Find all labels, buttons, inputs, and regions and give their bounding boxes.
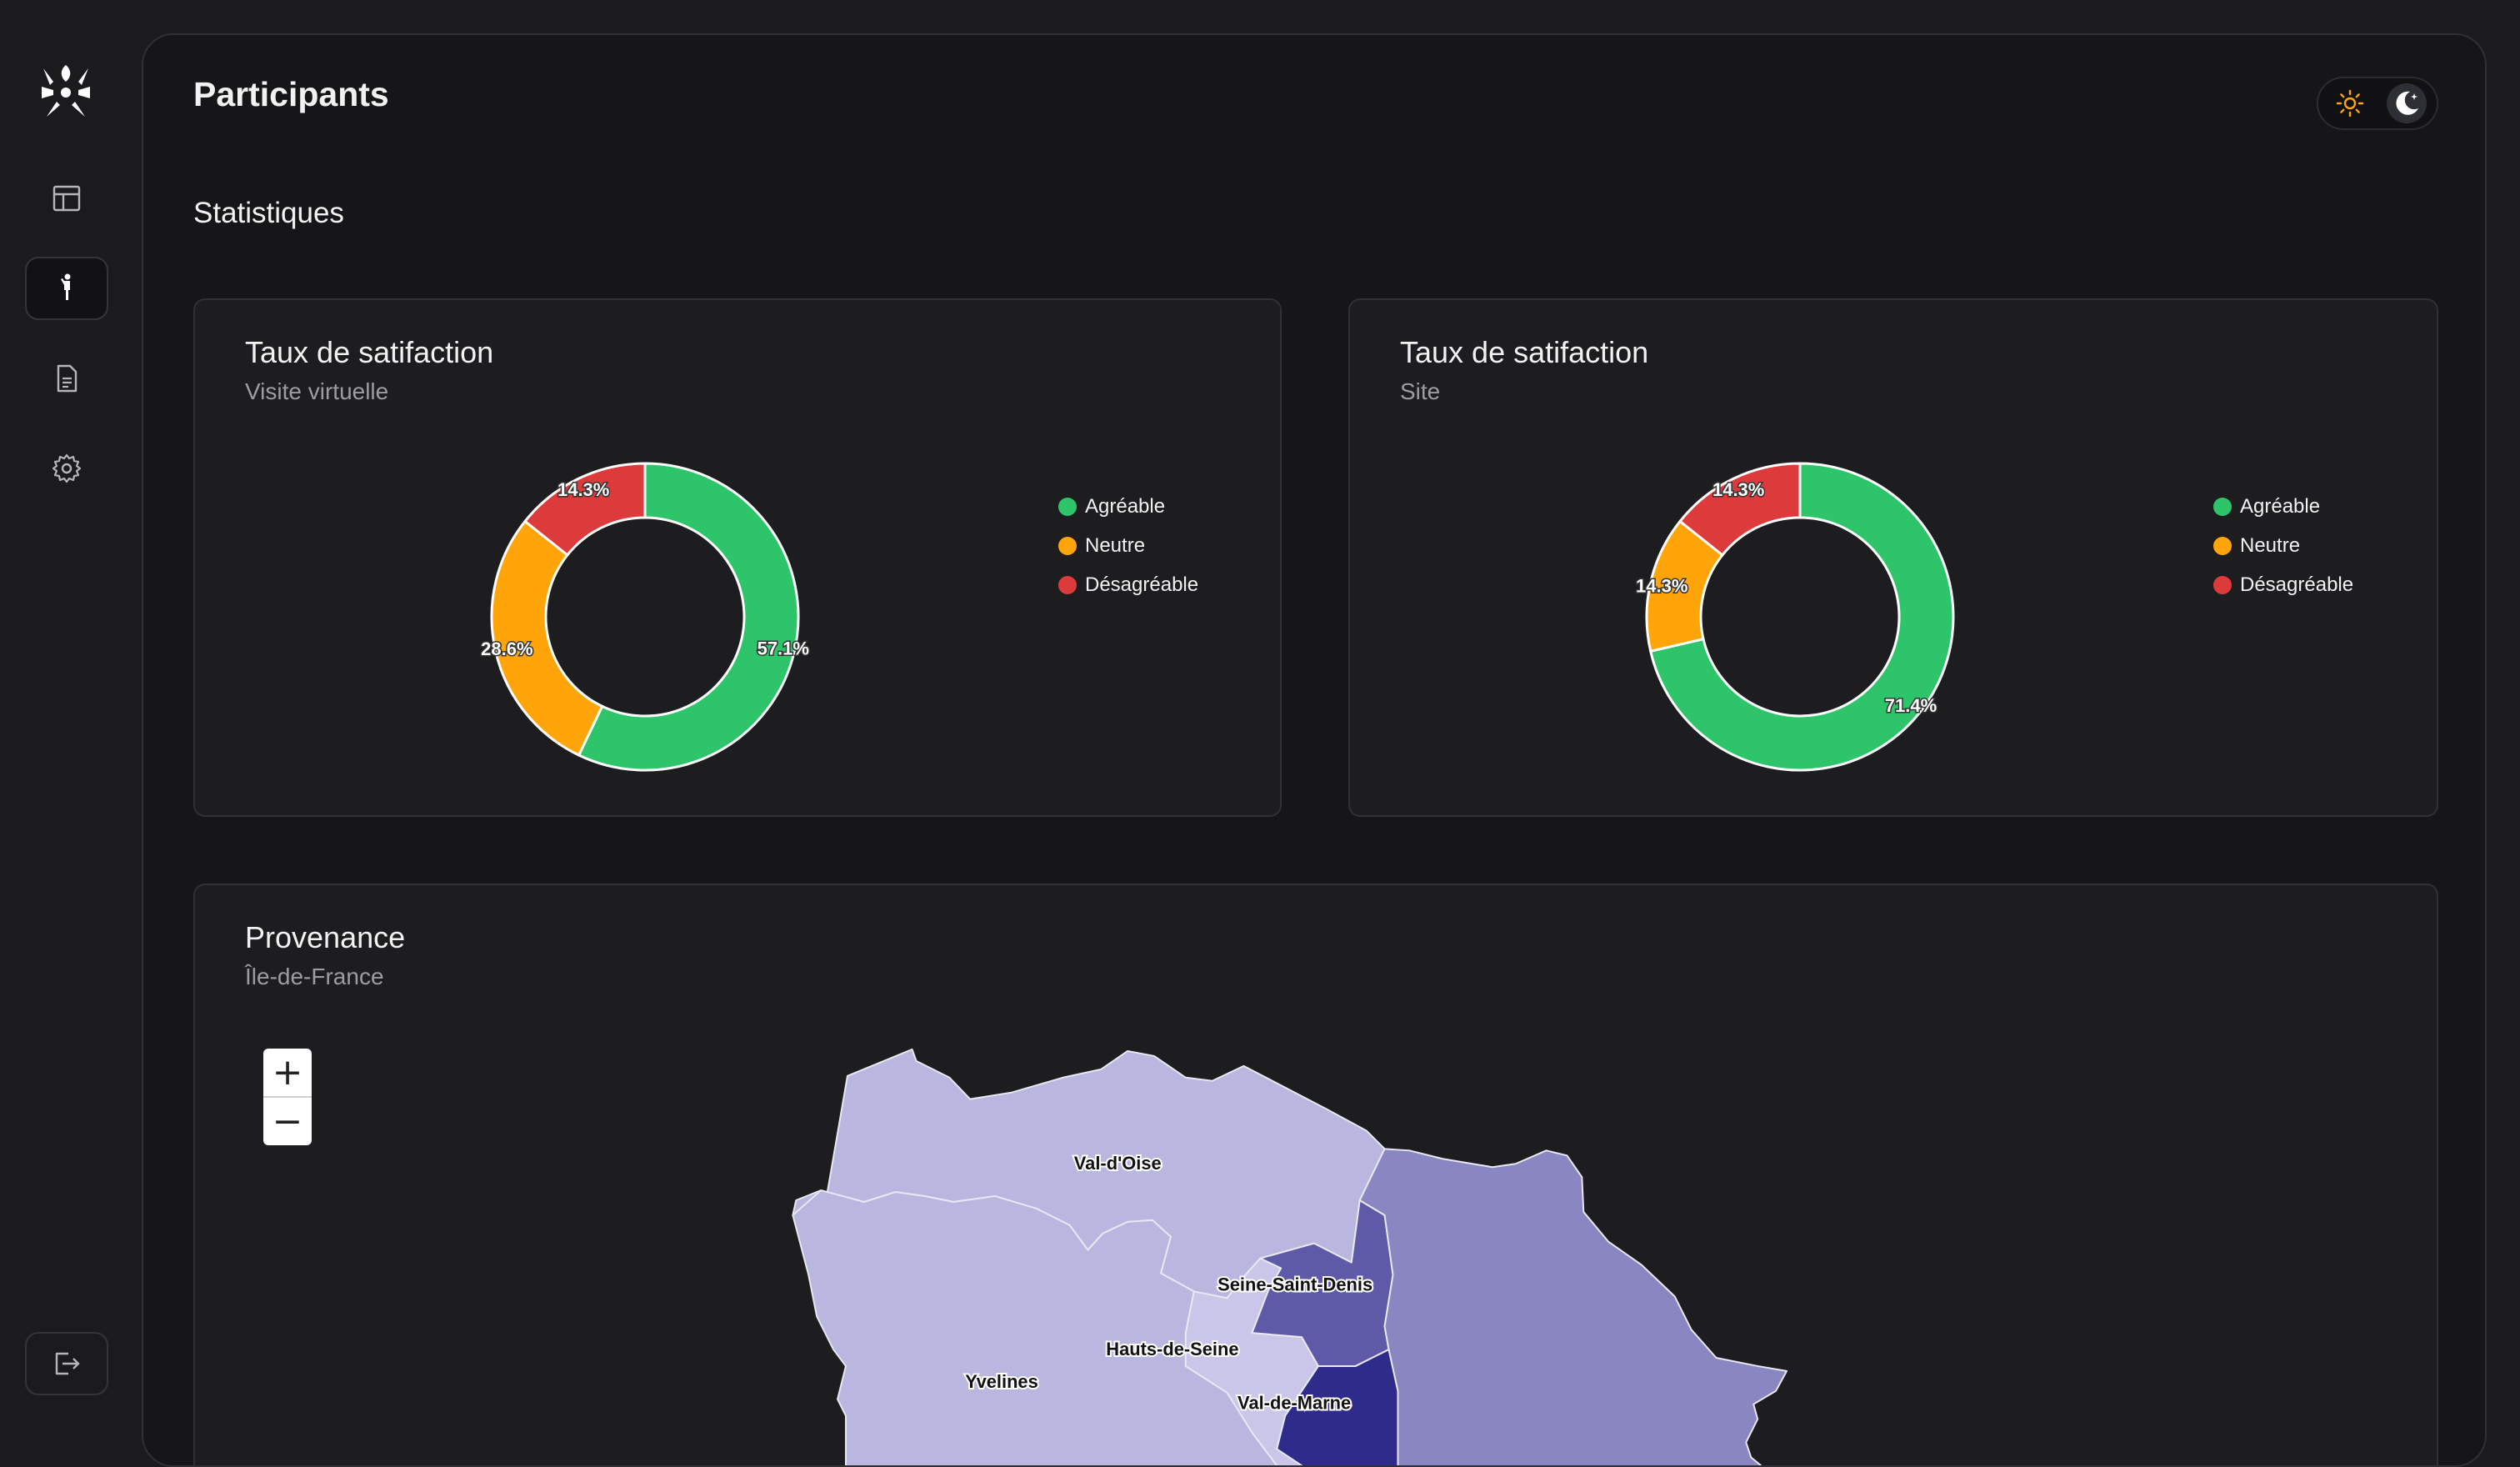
legend-item-agreable[interactable]: Agréable <box>2213 487 2353 526</box>
ile-de-france-map[interactable]: Val-d'Oise Seine-Saint-Denis Hauts-de-Se… <box>195 885 2437 1467</box>
legend-label: Neutre <box>1085 533 1146 557</box>
card-title: Taux de satifaction <box>245 335 494 369</box>
slice-percent-label: 28.6% <box>481 638 532 659</box>
card-subtitle: Site <box>1400 378 1441 404</box>
sidebar <box>0 0 142 1430</box>
legend-dot <box>2213 536 2232 555</box>
main-panel: Participants Statistiques Taux de satifa… <box>142 33 2487 1467</box>
donut-slice-agreable[interactable] <box>1648 462 1955 772</box>
card-title: Taux de satifaction <box>1400 335 1649 369</box>
donut-slice-agreable[interactable] <box>577 462 800 772</box>
legend-label: Agréable <box>1085 494 1166 518</box>
card-subtitle: Île-de-France <box>245 964 384 989</box>
zoom-in-button[interactable]: + <box>263 1049 312 1098</box>
slice-percent-label: 14.3% <box>558 479 609 500</box>
sidebar-item-participants[interactable] <box>25 257 108 320</box>
donut-slice-desagreable[interactable] <box>1678 462 1802 557</box>
slice-percent-label: 14.3% <box>1636 575 1688 596</box>
legend-label: Désagréable <box>1085 573 1199 596</box>
satisfaction-card-site: Taux de satifaction Site 71.4% 14.3% 14.3%… <box>1348 298 2438 817</box>
layout-icon <box>52 185 81 212</box>
legend-dot <box>2213 497 2232 516</box>
region-label: Hauts-de-Seine <box>1106 1339 1238 1359</box>
page-title: Participants <box>193 75 389 113</box>
document-icon <box>57 364 78 393</box>
legend-item-desagreable[interactable]: Désagréable <box>2213 565 2353 604</box>
gear-icon <box>52 453 82 483</box>
zoom-out-button[interactable]: − <box>272 1099 303 1143</box>
person-icon <box>61 273 71 300</box>
card-title: Provenance <box>245 920 406 954</box>
card-subtitle: Visite virtuelle <box>245 378 389 404</box>
sidebar-item-settings[interactable] <box>25 437 108 500</box>
logout-button[interactable] <box>25 1332 108 1395</box>
section-title: Statistiques <box>193 197 344 229</box>
map-zoom-control: + − <box>263 1049 312 1145</box>
legend-item-agreable[interactable]: Agréable <box>1058 487 1198 526</box>
slice-percent-label: 71.4% <box>1885 695 1937 716</box>
legend-dot <box>1058 575 1077 594</box>
satisfaction-card-virtual: Taux de satifaction Visite virtuelle 57.… <box>193 298 1282 817</box>
light-theme-button[interactable] <box>2330 83 2370 123</box>
legend-label: Agréable <box>2240 494 2321 518</box>
slice-percent-label: 57.1% <box>758 638 809 659</box>
theme-toggle[interactable] <box>2317 77 2438 130</box>
logo-icon <box>42 65 90 117</box>
legend-dot <box>2213 575 2232 594</box>
chart-legend: Agréable Neutre Désagréable <box>2213 487 2353 604</box>
legend-label: Désagréable <box>2240 573 2354 596</box>
region-label: Seine-Saint-Denis <box>1218 1274 1372 1294</box>
moon-icon <box>2396 91 2418 115</box>
legend-item-neutre[interactable]: Neutre <box>2213 526 2353 565</box>
dark-theme-button[interactable] <box>2387 83 2427 123</box>
donut-slice-neutre[interactable] <box>490 519 604 757</box>
chart-legend: Agréable Neutre Désagréable <box>1058 487 1198 604</box>
donut-chart: 57.1% 28.6% 14.3% <box>480 462 810 772</box>
sidebar-item-dashboard[interactable] <box>25 167 108 230</box>
region-label: Val-de-Marne <box>1238 1393 1351 1414</box>
region-label: Yvelines <box>965 1371 1038 1392</box>
legend-item-desagreable[interactable]: Désagréable <box>1058 565 1198 604</box>
logout-icon <box>55 1352 80 1375</box>
legend-dot <box>1058 497 1077 516</box>
sidebar-item-documents[interactable] <box>25 347 108 410</box>
legend-label: Neutre <box>2240 533 2301 557</box>
region-seine-et-marne[interactable] <box>1358 1148 1791 1467</box>
donut-slice-desagreable[interactable] <box>522 462 647 557</box>
provenance-card: Provenance Île-de-France Val-d'Oise Sein… <box>193 884 2438 1467</box>
sun-icon <box>2336 89 2364 118</box>
slice-percent-label: 14.3% <box>1712 479 1764 500</box>
donut-chart: 71.4% 14.3% 14.3% <box>1635 462 1955 772</box>
legend-dot <box>1058 536 1077 555</box>
legend-item-neutre[interactable]: Neutre <box>1058 526 1198 565</box>
region-label: Val-d'Oise <box>1074 1153 1162 1174</box>
